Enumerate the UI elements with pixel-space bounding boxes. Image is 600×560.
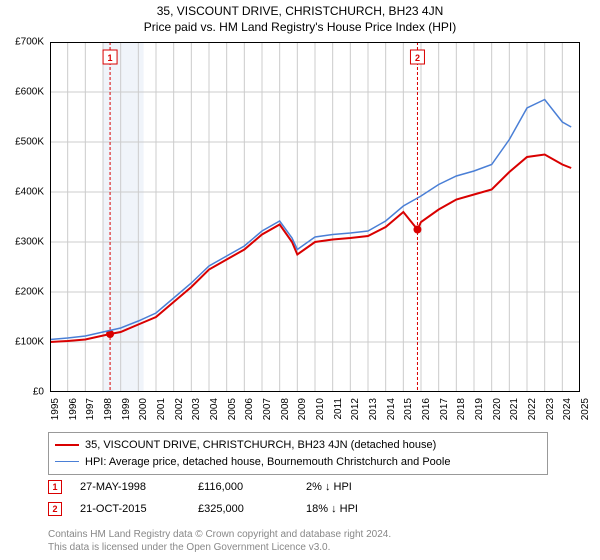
y-tick-label: £600K: [15, 87, 44, 98]
x-tick-label: 1996: [68, 398, 79, 420]
x-tick-label: 2005: [227, 398, 238, 420]
x-tick-label: 2009: [297, 398, 308, 420]
x-tick-label: 2020: [492, 398, 503, 420]
x-tick-label: 2024: [562, 398, 573, 420]
legend-label: HPI: Average price, detached house, Bour…: [85, 454, 450, 471]
x-tick-label: 2019: [474, 398, 485, 420]
footer-attribution: Contains HM Land Registry data © Crown c…: [48, 529, 391, 554]
sale-pct: 18% ↓ HPI: [306, 503, 416, 515]
svg-text:2: 2: [415, 53, 420, 63]
svg-text:1: 1: [108, 53, 113, 63]
x-tick-label: 2025: [580, 398, 591, 420]
x-axis-labels: 1995 1996 1997 1998 1999 2000 2001 2002 2003 2004…: [50, 394, 580, 434]
x-tick-label: 2013: [368, 398, 379, 420]
footer-line1: Contains HM Land Registry data © Crown c…: [48, 529, 391, 542]
title-address: 35, VISCOUNT DRIVE, CHRISTCHURCH, BH23 4…: [0, 4, 600, 20]
y-tick-label: £0: [33, 387, 44, 398]
sale-marker-icon: 2: [48, 502, 62, 516]
x-tick-label: 2010: [315, 398, 326, 420]
footer-line2: This data is licensed under the Open Gov…: [48, 542, 391, 555]
sale-row: 2 21-OCT-2015 £325,000 18% ↓ HPI: [48, 498, 416, 520]
sale-records: 1 27-MAY-1998 £116,000 2% ↓ HPI 2 21-OCT-2015…: [48, 476, 416, 520]
sale-date: 21-OCT-2015: [80, 503, 180, 515]
legend-item: 35, VISCOUNT DRIVE, CHRISTCHURCH, BH23 4…: [55, 437, 541, 454]
y-tick-label: £300K: [15, 237, 44, 248]
x-tick-label: 2014: [386, 398, 397, 420]
sale-pct: 2% ↓ HPI: [306, 481, 416, 493]
y-tick-label: £100K: [15, 337, 44, 348]
x-tick-label: 2008: [280, 398, 291, 420]
chart-plot-area: 12: [50, 42, 580, 392]
chart-container: 35, VISCOUNT DRIVE, CHRISTCHURCH, BH23 4…: [0, 0, 600, 560]
x-tick-label: 1999: [121, 398, 132, 420]
sale-row: 1 27-MAY-1998 £116,000 2% ↓ HPI: [48, 476, 416, 498]
x-tick-label: 2006: [244, 398, 255, 420]
x-tick-label: 1997: [85, 398, 96, 420]
x-tick-label: 2018: [456, 398, 467, 420]
legend-swatch: [55, 444, 79, 446]
title-subtitle: Price paid vs. HM Land Registry's House …: [0, 20, 600, 36]
x-tick-label: 1998: [103, 398, 114, 420]
sale-date: 27-MAY-1998: [80, 481, 180, 493]
title-block: 35, VISCOUNT DRIVE, CHRISTCHURCH, BH23 4…: [0, 0, 600, 35]
y-tick-label: £700K: [15, 37, 44, 48]
x-tick-label: 2021: [509, 398, 520, 420]
legend-item: HPI: Average price, detached house, Bour…: [55, 454, 541, 471]
x-tick-label: 2023: [545, 398, 556, 420]
x-tick-label: 2011: [333, 398, 344, 420]
y-tick-label: £400K: [15, 187, 44, 198]
x-tick-label: 2001: [156, 398, 167, 420]
sale-marker-icon: 1: [48, 480, 62, 494]
sale-price: £116,000: [198, 481, 288, 493]
x-tick-label: 2022: [527, 398, 538, 420]
x-tick-label: 2012: [350, 398, 361, 420]
y-tick-label: £200K: [15, 287, 44, 298]
sale-price: £325,000: [198, 503, 288, 515]
x-tick-label: 2017: [439, 398, 450, 420]
legend-swatch: [55, 461, 79, 462]
legend-box: 35, VISCOUNT DRIVE, CHRISTCHURCH, BH23 4…: [48, 432, 548, 475]
x-tick-label: 2004: [209, 398, 220, 420]
x-tick-label: 2003: [191, 398, 202, 420]
x-tick-label: 2015: [403, 398, 414, 420]
y-axis-labels: £0£100K£200K£300K£400K£500K£600K£700K: [0, 42, 48, 392]
x-tick-label: 2002: [174, 398, 185, 420]
x-tick-label: 2000: [138, 398, 149, 420]
x-tick-label: 2016: [421, 398, 432, 420]
x-tick-label: 1995: [50, 398, 61, 420]
legend-label: 35, VISCOUNT DRIVE, CHRISTCHURCH, BH23 4…: [85, 437, 436, 454]
chart-svg: 12: [50, 42, 580, 392]
x-tick-label: 2007: [262, 398, 273, 420]
y-tick-label: £500K: [15, 137, 44, 148]
